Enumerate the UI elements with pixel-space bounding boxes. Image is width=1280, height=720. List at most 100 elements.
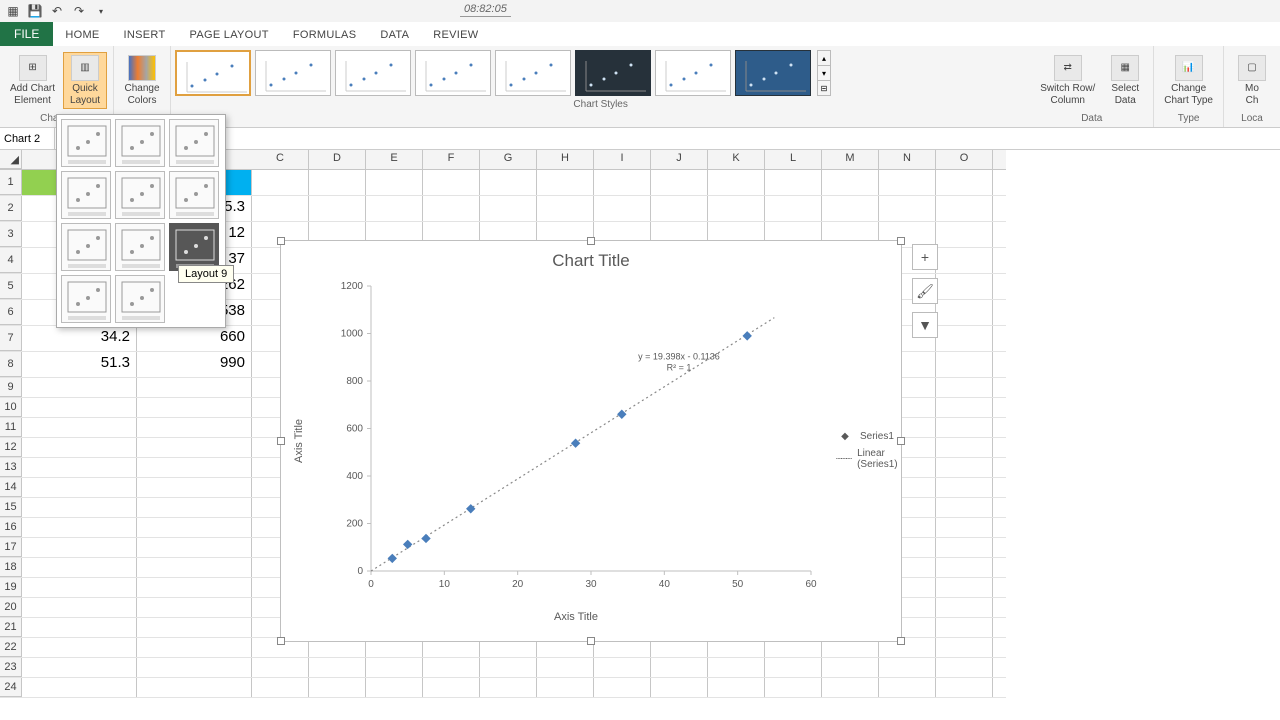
qat-dropdown-icon[interactable]: ▾ — [93, 3, 109, 19]
y-axis-title[interactable]: Axis Title — [293, 281, 305, 601]
cell-O6[interactable] — [936, 300, 993, 325]
layout-option-1[interactable] — [61, 119, 111, 167]
quick-layout-button[interactable]: ▥ Quick Layout — [63, 52, 107, 109]
cell-B22[interactable] — [137, 638, 252, 657]
add-chart-element-button[interactable]: ⊞ Add Chart Element — [6, 53, 59, 108]
x-axis-title[interactable]: Axis Title — [331, 611, 821, 623]
row-header-18[interactable]: 18 — [0, 558, 22, 577]
cell-B7[interactable]: 660 — [137, 326, 252, 351]
cell-M2[interactable] — [822, 196, 879, 221]
row-header-10[interactable]: 10 — [0, 398, 22, 417]
save-icon[interactable]: 💾 — [27, 3, 43, 19]
layout-option-11[interactable] — [115, 275, 165, 323]
cell-O9[interactable] — [936, 378, 993, 397]
row-header-13[interactable]: 13 — [0, 458, 22, 477]
row-header-22[interactable]: 22 — [0, 638, 22, 657]
cell-A15[interactable] — [22, 498, 137, 517]
chart-style-2[interactable] — [255, 50, 331, 96]
cell-N24[interactable] — [879, 678, 936, 697]
chart-style-4[interactable] — [415, 50, 491, 96]
select-all-corner[interactable]: ◢ — [0, 150, 22, 169]
layout-option-7[interactable] — [61, 223, 111, 271]
cell-B13[interactable] — [137, 458, 252, 477]
cell-A17[interactable] — [22, 538, 137, 557]
cell-O22[interactable] — [936, 638, 993, 657]
layout-option-9[interactable] — [169, 223, 219, 271]
cell-H2[interactable] — [537, 196, 594, 221]
tab-file[interactable]: FILE — [0, 22, 53, 46]
cell-O24[interactable] — [936, 678, 993, 697]
row-header-2[interactable]: 2 — [0, 196, 22, 221]
cell-B20[interactable] — [137, 598, 252, 617]
cell-H1[interactable] — [537, 170, 594, 195]
cell-I23[interactable] — [594, 658, 651, 677]
cell-A9[interactable] — [22, 378, 137, 397]
col-header-O[interactable]: O — [936, 150, 993, 169]
cell-O15[interactable] — [936, 498, 993, 517]
cell-D1[interactable] — [309, 170, 366, 195]
cell-D24[interactable] — [309, 678, 366, 697]
cell-L24[interactable] — [765, 678, 822, 697]
cell-B9[interactable] — [137, 378, 252, 397]
cell-O20[interactable] — [936, 598, 993, 617]
cell-A22[interactable] — [22, 638, 137, 657]
layout-option-6[interactable] — [169, 171, 219, 219]
chart-title[interactable]: Chart Title — [281, 241, 901, 271]
cell-O17[interactable] — [936, 538, 993, 557]
cell-J24[interactable] — [651, 678, 708, 697]
chart-style-8[interactable] — [735, 50, 811, 96]
cell-C2[interactable] — [252, 196, 309, 221]
row-header-20[interactable]: 20 — [0, 598, 22, 617]
row-header-11[interactable]: 11 — [0, 418, 22, 437]
col-header-E[interactable]: E — [366, 150, 423, 169]
row-header-21[interactable]: 21 — [0, 618, 22, 637]
cell-A11[interactable] — [22, 418, 137, 437]
cell-M24[interactable] — [822, 678, 879, 697]
chart-style-5[interactable] — [495, 50, 571, 96]
cell-K2[interactable] — [708, 196, 765, 221]
chart-legend[interactable]: ◆ Series1 ┈┈┈ Linear (Series1) — [836, 431, 901, 476]
tab-formulas[interactable]: FORMULAS — [281, 24, 369, 46]
cell-I24[interactable] — [594, 678, 651, 697]
cell-O7[interactable] — [936, 326, 993, 351]
col-header-F[interactable]: F — [423, 150, 480, 169]
tab-review[interactable]: REVIEW — [421, 24, 490, 46]
cell-O16[interactable] — [936, 518, 993, 537]
cell-O8[interactable] — [936, 352, 993, 377]
chart-elements-button[interactable]: + — [912, 244, 938, 270]
cell-M23[interactable] — [822, 658, 879, 677]
layout-option-3[interactable] — [169, 119, 219, 167]
cell-E1[interactable] — [366, 170, 423, 195]
cell-B24[interactable] — [137, 678, 252, 697]
cell-L2[interactable] — [765, 196, 822, 221]
layout-option-8[interactable] — [115, 223, 165, 271]
tab-insert[interactable]: INSERT — [112, 24, 178, 46]
cell-O2[interactable] — [936, 196, 993, 221]
cell-G23[interactable] — [480, 658, 537, 677]
layout-option-2[interactable] — [115, 119, 165, 167]
cell-E24[interactable] — [366, 678, 423, 697]
cell-H24[interactable] — [537, 678, 594, 697]
row-header-7[interactable]: 7 — [0, 326, 22, 351]
col-header-C[interactable]: C — [252, 150, 309, 169]
cell-A8[interactable]: 51.3 — [22, 352, 137, 377]
chart-styles-down-icon[interactable]: ▾ — [818, 66, 830, 81]
row-header-12[interactable]: 12 — [0, 438, 22, 457]
chart-styles-more-icon[interactable]: ⊟ — [818, 81, 830, 95]
row-header-17[interactable]: 17 — [0, 538, 22, 557]
cell-O13[interactable] — [936, 458, 993, 477]
cell-C1[interactable] — [252, 170, 309, 195]
col-header-L[interactable]: L — [765, 150, 822, 169]
cell-A12[interactable] — [22, 438, 137, 457]
cell-O1[interactable] — [936, 170, 993, 195]
cell-A10[interactable] — [22, 398, 137, 417]
cell-I1[interactable] — [594, 170, 651, 195]
cell-N23[interactable] — [879, 658, 936, 677]
cell-D2[interactable] — [309, 196, 366, 221]
cell-A14[interactable] — [22, 478, 137, 497]
row-header-6[interactable]: 6 — [0, 300, 22, 325]
cell-C24[interactable] — [252, 678, 309, 697]
row-header-16[interactable]: 16 — [0, 518, 22, 537]
col-header-K[interactable]: K — [708, 150, 765, 169]
row-header-4[interactable]: 4 — [0, 248, 22, 273]
